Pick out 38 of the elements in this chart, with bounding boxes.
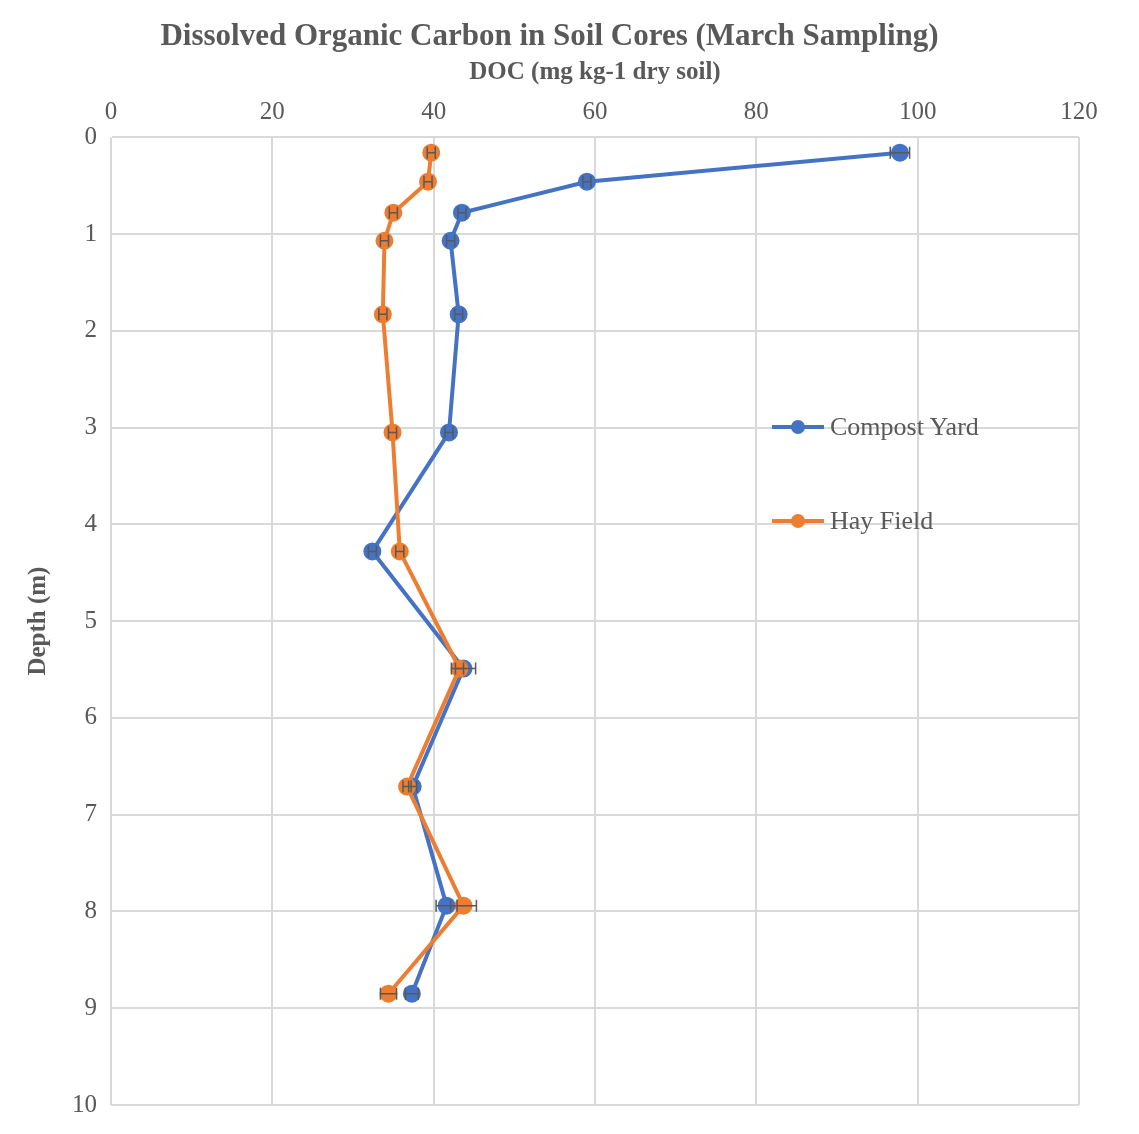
y-tick-label: 10 bbox=[72, 1089, 97, 1117]
x-tick-label: 80 bbox=[743, 96, 769, 124]
y-tick-label: 4 bbox=[84, 508, 98, 536]
legend-label: Hay Field bbox=[830, 506, 934, 536]
point bbox=[452, 203, 471, 222]
point bbox=[577, 172, 596, 191]
y-tick-label: 0 bbox=[84, 121, 97, 149]
y-tick-label: 7 bbox=[84, 799, 97, 827]
y-tick-label: 1 bbox=[84, 218, 97, 246]
chart-title: Dissolved Organic Carbon in Soil Cores (March Sampling) bbox=[160, 16, 939, 52]
x-tick-label: 100 bbox=[898, 96, 937, 124]
point bbox=[373, 305, 392, 324]
x-tick-label: 120 bbox=[1060, 96, 1098, 124]
point bbox=[450, 659, 469, 678]
point bbox=[390, 542, 409, 561]
x-tick-label: 40 bbox=[421, 96, 447, 124]
y-tick-label: 8 bbox=[84, 896, 97, 923]
x-tick-label: 0 bbox=[104, 96, 118, 124]
x-axis-title: DOC (mg kg-1 dry soil) bbox=[469, 56, 721, 85]
point bbox=[363, 542, 382, 561]
y-axis-title: Depth (m) bbox=[23, 566, 52, 676]
y-tick-label: 5 bbox=[84, 605, 97, 633]
x-tick-label: 20 bbox=[259, 96, 285, 124]
point bbox=[441, 231, 460, 250]
point bbox=[449, 305, 468, 324]
x-tick-label: 60 bbox=[582, 96, 608, 124]
point bbox=[383, 423, 402, 442]
y-tick-label: 9 bbox=[84, 992, 97, 1020]
point bbox=[419, 172, 438, 191]
point bbox=[375, 231, 394, 250]
point bbox=[384, 203, 403, 222]
y-tick-label: 2 bbox=[84, 315, 97, 343]
point bbox=[398, 777, 417, 796]
point bbox=[439, 423, 458, 442]
point bbox=[422, 143, 441, 162]
y-tick-label: 6 bbox=[84, 702, 97, 730]
y-tick-label: 3 bbox=[84, 412, 97, 440]
legend-label: Compost Yard bbox=[830, 412, 979, 442]
